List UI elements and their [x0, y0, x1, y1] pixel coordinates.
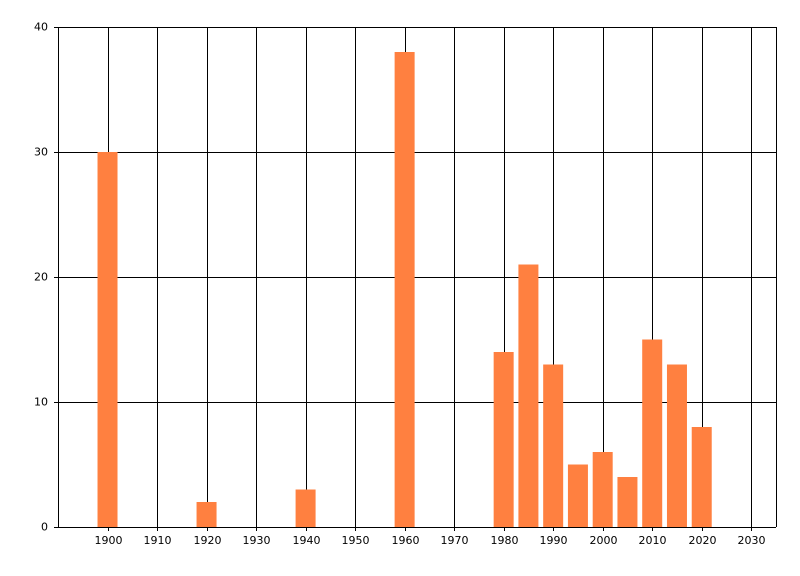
- y-tick-label: 40: [34, 21, 48, 34]
- y-tick-label: 0: [41, 521, 48, 534]
- bar: [642, 339, 663, 527]
- x-tick-label: 1940: [293, 534, 321, 547]
- x-tick-label: 1980: [491, 534, 519, 547]
- bar: [493, 352, 514, 527]
- x-tick-label: 1910: [144, 534, 172, 547]
- bar: [543, 364, 564, 527]
- x-tick-label: 1930: [243, 534, 271, 547]
- y-tick-label: 20: [34, 271, 48, 284]
- bar: [518, 264, 539, 527]
- x-tick-label: 2030: [738, 534, 766, 547]
- x-tick-label: 1990: [540, 534, 568, 547]
- bar: [295, 489, 316, 527]
- x-tick-label: 2020: [689, 534, 717, 547]
- x-tick-label: 1960: [392, 534, 420, 547]
- bar: [691, 427, 712, 527]
- x-tick-label: 1950: [342, 534, 370, 547]
- x-tick-label: 1970: [441, 534, 469, 547]
- bar: [617, 477, 638, 527]
- bar: [567, 464, 588, 527]
- x-tick-label: 1900: [95, 534, 123, 547]
- bar: [97, 152, 118, 527]
- bar: [196, 502, 217, 527]
- x-tick-label: 2000: [590, 534, 618, 547]
- y-tick-label: 30: [34, 146, 48, 159]
- bar: [666, 364, 687, 527]
- bar: [592, 452, 613, 527]
- y-tick-label: 10: [34, 396, 48, 409]
- x-tick-label: 1920: [194, 534, 222, 547]
- bar: [394, 52, 415, 527]
- x-tick-label: 2010: [639, 534, 667, 547]
